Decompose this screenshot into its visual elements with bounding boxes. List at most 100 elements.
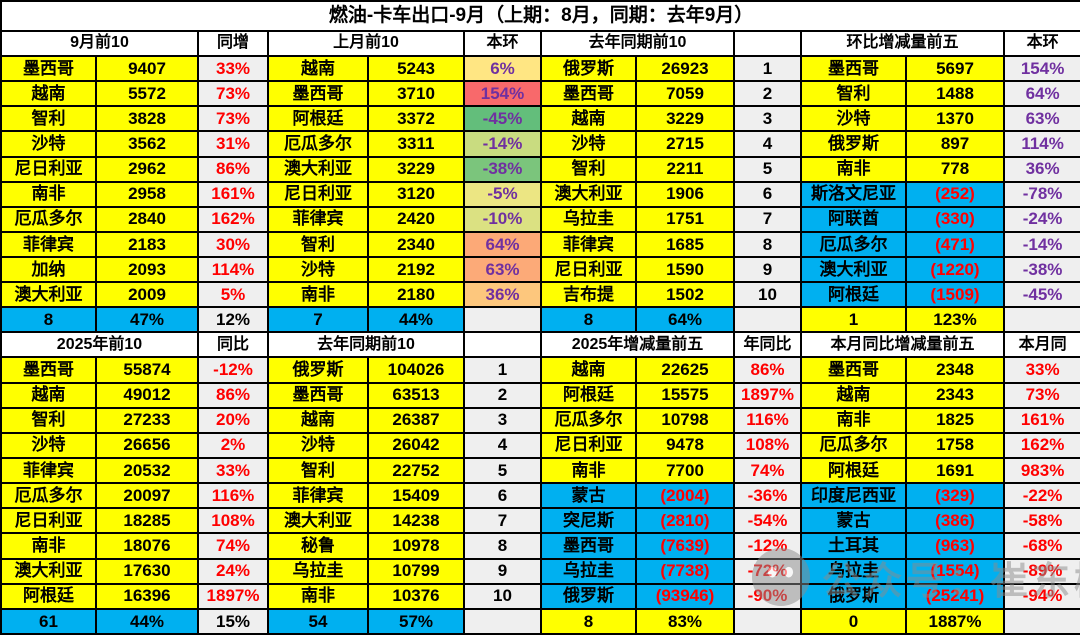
metric-cell: 63%	[1002, 105, 1080, 133]
table-row: 越南 49012 86% 墨西哥 63513 2 阿根廷 15575 1897% 越南 2343 73…	[0, 381, 1080, 409]
value-cell: (7639)	[635, 532, 735, 560]
value-cell: (1554)	[905, 557, 1005, 585]
metric-cell: 162%	[1002, 431, 1080, 459]
country-cell: 菲律宾	[0, 230, 97, 259]
value-cell: (252)	[905, 180, 1005, 208]
metric-cell: 5%	[197, 281, 269, 309]
country-cell: 阿根廷	[800, 456, 907, 485]
rank-cell: 8	[733, 230, 802, 259]
metric-cell: 73%	[197, 105, 269, 133]
value-cell: 20532	[95, 456, 199, 485]
table-row: 菲律宾 2183 30% 智利 2340 64% 菲律宾 1685 8 厄瓜多尔 (471) -14%	[0, 230, 1080, 259]
country-cell: 澳大利亚	[540, 180, 637, 208]
value-cell: 1685	[635, 230, 735, 259]
country-cell: 俄罗斯	[267, 356, 369, 384]
metric-cell: -58%	[1002, 507, 1080, 535]
table-row: 澳大利亚 2009 5% 南非 2180 36% 吉布提 1502 10 阿根廷 (1509) -45…	[0, 281, 1080, 309]
summary-value-cell: 1887%	[905, 608, 1005, 635]
country-cell: 沙特	[0, 431, 97, 459]
metric-cell: -10%	[463, 205, 542, 233]
country-cell: 智利	[0, 406, 97, 434]
summary-value-cell: 47%	[95, 306, 199, 334]
value-cell: 15409	[367, 482, 465, 510]
metric-cell: 64%	[1002, 80, 1080, 108]
rank-cell: 8	[463, 532, 542, 560]
value-cell: 2840	[95, 205, 199, 233]
metric-cell: -38%	[463, 155, 542, 183]
summary-metric-cell	[733, 306, 802, 334]
country-cell: 阿根廷	[800, 281, 907, 309]
value-cell: 10376	[367, 582, 465, 611]
country-cell: 智利	[540, 155, 637, 183]
table-title: 燃油-卡车出口-9月（上期：8月，同期：去年9月）	[0, 0, 1080, 32]
value-cell: 1691	[905, 456, 1005, 485]
value-cell: 2340	[367, 230, 465, 259]
country-cell: 墨西哥	[800, 356, 907, 384]
value-cell: (2810)	[635, 507, 735, 535]
column-header	[733, 30, 802, 57]
value-cell: 3562	[95, 130, 199, 158]
column-header: 去年同期前10	[267, 331, 465, 359]
country-cell: 墨西哥	[267, 80, 369, 108]
country-cell: 印度尼西亚	[800, 482, 907, 510]
country-cell: 加纳	[0, 256, 97, 284]
value-cell: 49012	[95, 381, 199, 409]
table-row: 智利 27233 20% 越南 26387 3 厄瓜多尔 10798 116% 南非 1825 161…	[0, 406, 1080, 434]
country-cell: 越南	[267, 54, 369, 83]
value-cell: 3120	[367, 180, 465, 208]
metric-cell: -54%	[733, 507, 802, 535]
country-cell: 尼日利亚	[540, 431, 637, 459]
summary-value-cell: 64%	[635, 306, 735, 334]
country-cell: 沙特	[540, 130, 637, 158]
country-cell: 澳大利亚	[267, 507, 369, 535]
metric-cell: 6%	[463, 54, 542, 83]
value-cell: 778	[905, 155, 1005, 183]
metric-cell: 33%	[1002, 356, 1080, 384]
country-cell: 阿联酋	[800, 205, 907, 233]
value-cell: 3311	[367, 130, 465, 158]
country-cell: 乌拉圭	[540, 557, 637, 585]
table-row: 阿根廷 16396 1897% 南非 10376 10 俄罗斯 (93946) -90% 俄罗斯(…	[0, 582, 1080, 611]
value-cell: 2009	[95, 281, 199, 309]
country-cell: 斯洛文尼亚	[800, 180, 907, 208]
country-cell: 南非	[0, 532, 97, 560]
column-header: 2025年增减量前五	[540, 331, 735, 359]
country-cell: 越南	[540, 105, 637, 133]
metric-cell: 86%	[733, 356, 802, 384]
value-cell: 1751	[635, 205, 735, 233]
country-cell: 土耳其	[800, 532, 907, 560]
metric-cell: 74%	[733, 456, 802, 485]
metric-cell: 86%	[197, 155, 269, 183]
value-cell: 22752	[367, 456, 465, 485]
table-row: 南非 2958 161% 尼日利亚 3120 -5% 澳大利亚 1906 6 斯洛文尼亚 (252)…	[0, 180, 1080, 208]
rank-cell: 1	[733, 54, 802, 83]
country-cell: 南非	[267, 582, 369, 611]
value-cell: 5572	[95, 80, 199, 108]
metric-cell: -89%	[1002, 557, 1080, 585]
value-cell: 9478	[635, 431, 735, 459]
value-cell: 27233	[95, 406, 199, 434]
table-row: 澳大利亚 17630 24% 乌拉圭 10799 9 乌拉圭 (7738) -72% 乌拉圭 (15…	[0, 557, 1080, 585]
country-cell: 沙特	[267, 256, 369, 284]
metric-cell: 31%	[197, 130, 269, 158]
rank-cell: 1	[463, 356, 542, 384]
table-row: 南非 18076 74% 秘鲁 10978 8 墨西哥 (7639) -12% 土耳其 (963) -…	[0, 532, 1080, 560]
summary-metric-cell	[1002, 608, 1080, 635]
value-cell: 10799	[367, 557, 465, 585]
value-cell: 2180	[367, 281, 465, 309]
value-cell: 18285	[95, 507, 199, 535]
metric-cell: 161%	[197, 180, 269, 208]
summary-count-cell: 61	[0, 608, 97, 635]
value-cell: 9407	[95, 54, 199, 83]
summary-value-cell: 123%	[905, 306, 1005, 334]
value-cell: 3229	[367, 155, 465, 183]
value-cell: 10978	[367, 532, 465, 560]
table-row: 墨西哥 55874 -12% 俄罗斯 104026 1 越南 22625 86% 墨西哥 2348 3…	[0, 356, 1080, 384]
value-cell: 16396	[95, 582, 199, 611]
metric-cell: -68%	[1002, 532, 1080, 560]
value-cell: 3229	[635, 105, 735, 133]
metric-cell: 983%	[1002, 456, 1080, 485]
country-cell: 吉布提	[540, 281, 637, 309]
metric-cell: 1897%	[733, 381, 802, 409]
